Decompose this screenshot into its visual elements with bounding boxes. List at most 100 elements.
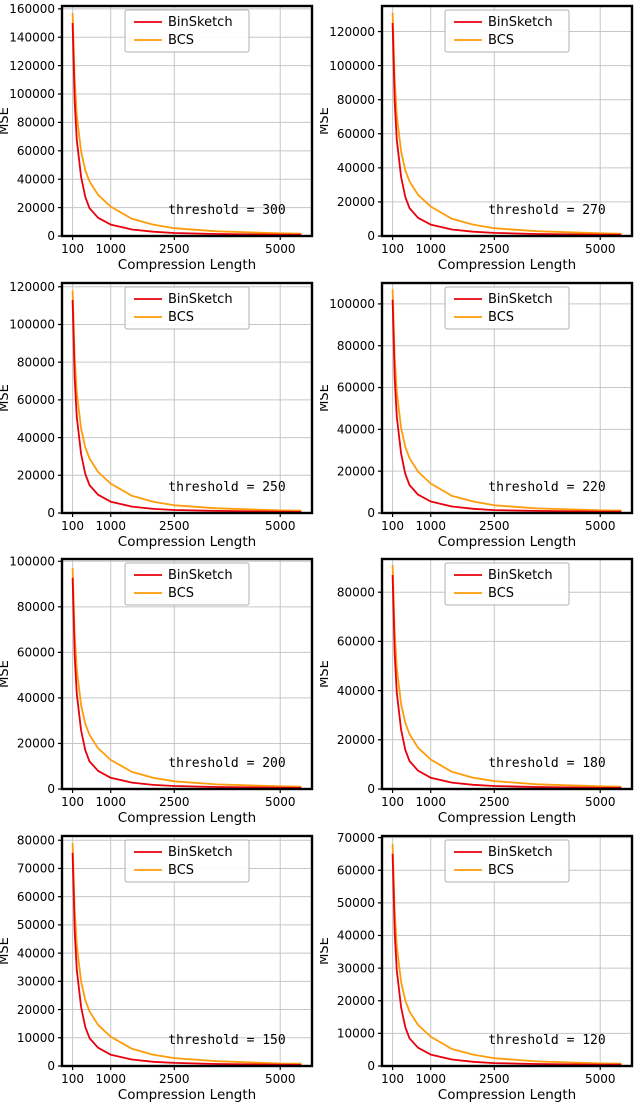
- y-tick-label: 80000: [337, 338, 375, 352]
- x-tick-label: 100: [61, 519, 84, 533]
- series-line-bcs: [71, 13, 302, 235]
- line-chart-svg: 0 20000 40000 60000 80000 100000 100 1000 2500 50…: [320, 281, 634, 550]
- x-tick-label: 5000: [585, 519, 616, 533]
- y-tick-label: 0: [367, 229, 375, 243]
- x-tick-label: 5000: [265, 1072, 296, 1086]
- legend-label: BinSketch: [168, 15, 233, 30]
- y-tick-label: 40000: [17, 946, 55, 960]
- x-axis-label: Compression Length: [118, 534, 256, 550]
- x-tick-label: 2500: [479, 519, 510, 533]
- axes-spines: [380, 557, 634, 791]
- threshold-annotation: threshold = 150: [168, 1033, 285, 1048]
- legend-label: BinSketch: [488, 292, 553, 307]
- y-tick-label: 0: [367, 782, 375, 796]
- x-tick-label: 1000: [415, 795, 446, 809]
- y-tick-label: 70000: [17, 861, 55, 875]
- y-tick-label: 40000: [337, 422, 375, 436]
- chart-cell-threshold-250: 0 20000 40000 60000 80000 100000 120000 100 1000…: [0, 277, 320, 553]
- y-tick-label: 20000: [17, 1002, 55, 1016]
- legend-box: [444, 286, 570, 329]
- series-line-bcs: [71, 289, 302, 512]
- x-tick-label: 100: [381, 795, 404, 809]
- y-tick-label: 120000: [9, 59, 55, 73]
- y-tick-label: 80000: [17, 833, 55, 847]
- y-axis-label: MSE: [320, 937, 332, 965]
- y-tick-label: 0: [47, 782, 55, 796]
- line-chart-svg: 0 20000 40000 60000 80000 100000 120000 100 1000…: [320, 4, 634, 273]
- y-tick-label: 80000: [337, 93, 375, 107]
- y-tick-label: 0: [47, 1059, 55, 1073]
- x-tick-label: 1000: [95, 242, 126, 256]
- x-tick-label: 5000: [265, 519, 296, 533]
- legend-label: BCS: [488, 863, 514, 878]
- axes-spines: [60, 4, 314, 238]
- chart-cell-threshold-300: 0 20000 40000 60000 80000 100000 120000 140000 1…: [0, 0, 320, 276]
- y-axis-label: MSE: [320, 384, 332, 412]
- legend-box: [124, 286, 250, 329]
- y-tick-label: 20000: [17, 468, 55, 482]
- y-tick-label: 100000: [329, 59, 375, 73]
- threshold-annotation: threshold = 180: [488, 756, 605, 771]
- legend-box: [124, 839, 250, 882]
- axes-spines: [380, 4, 634, 238]
- axes-spines: [60, 557, 314, 791]
- y-tick-label: 60000: [17, 646, 55, 660]
- threshold-annotation: threshold = 250: [168, 480, 285, 495]
- chart-cell-threshold-200: 0 20000 40000 60000 80000 100000 100 1000 2500 50…: [0, 553, 320, 829]
- y-axis-label: MSE: [0, 107, 12, 135]
- legend-label: BCS: [488, 586, 514, 601]
- series-line-bcs: [391, 565, 622, 788]
- x-axis-label: Compression Length: [118, 257, 256, 273]
- y-tick-label: 0: [367, 506, 375, 520]
- legend-label: BCS: [168, 586, 194, 601]
- y-axis-label: MSE: [320, 660, 332, 688]
- x-tick-label: 1000: [95, 1072, 126, 1086]
- x-tick-label: 2500: [159, 519, 190, 533]
- chart-cell-threshold-270: 0 20000 40000 60000 80000 100000 120000 100 1000…: [320, 0, 640, 276]
- chart-cell-threshold-180: 0 20000 40000 60000 80000 100 1000 2500 5000 Comp…: [320, 553, 640, 829]
- x-tick-label: 100: [381, 242, 404, 256]
- legend-box: [444, 9, 570, 53]
- y-tick-label: 20000: [337, 733, 375, 747]
- legend-label: BinSketch: [488, 568, 553, 583]
- legend-label: BCS: [168, 863, 194, 878]
- chart-cell-threshold-120: 0 10000 20000 30000 40000 50000 60000 70000 100 1…: [320, 830, 640, 1106]
- y-tick-label: 30000: [17, 974, 55, 988]
- chart-cell-threshold-150: 0 10000 20000 30000 40000 50000 60000 70000 8000…: [0, 830, 320, 1106]
- series-line-bcs: [71, 568, 302, 788]
- y-tick-label: 10000: [337, 1026, 375, 1040]
- x-tick-label: 1000: [415, 519, 446, 533]
- y-axis-label: MSE: [0, 937, 12, 965]
- legend-label: BCS: [168, 310, 194, 325]
- y-tick-label: 60000: [337, 380, 375, 394]
- x-tick-label: 5000: [265, 242, 296, 256]
- y-tick-label: 80000: [17, 600, 55, 614]
- x-tick-label: 100: [381, 519, 404, 533]
- y-tick-label: 40000: [337, 928, 375, 942]
- line-chart-svg: 0 20000 40000 60000 80000 100000 120000 140000 1…: [0, 2, 314, 273]
- y-tick-label: 60000: [17, 144, 55, 158]
- x-axis-label: Compression Length: [438, 257, 576, 273]
- legend-label: BinSketch: [168, 845, 233, 860]
- x-axis-label: Compression Length: [118, 1087, 256, 1103]
- y-tick-label: 80000: [17, 116, 55, 130]
- x-tick-label: 1000: [95, 795, 126, 809]
- y-tick-label: 20000: [337, 195, 375, 209]
- line-chart-svg: 0 20000 40000 60000 80000 100000 100 1000 2500 50…: [0, 554, 314, 826]
- y-tick-label: 0: [47, 229, 55, 243]
- x-tick-label: 5000: [585, 795, 616, 809]
- x-tick-label: 100: [381, 1072, 404, 1086]
- y-tick-label: 70000: [337, 830, 375, 844]
- series-line-binsketch: [71, 577, 302, 789]
- threshold-annotation: threshold = 270: [488, 203, 605, 218]
- legend-box: [444, 839, 570, 882]
- legend-label: BCS: [488, 310, 514, 325]
- legend-label: BCS: [488, 33, 514, 48]
- y-tick-label: 50000: [17, 918, 55, 932]
- x-tick-label: 2500: [159, 795, 190, 809]
- chart-cell-threshold-220: 0 20000 40000 60000 80000 100000 100 1000 2500 50…: [320, 277, 640, 553]
- y-tick-label: 20000: [17, 737, 55, 751]
- x-axis-label: Compression Length: [438, 1087, 576, 1103]
- legend-box: [124, 9, 250, 53]
